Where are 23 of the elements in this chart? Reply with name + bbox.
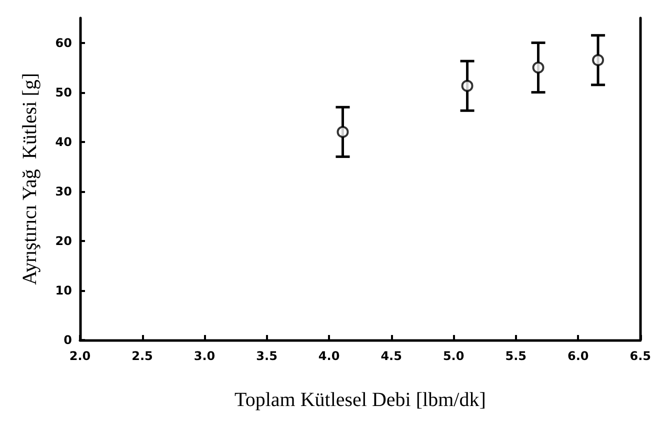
- y-tick-label: 30: [55, 184, 72, 198]
- y-axis-title: Ayrıştırıcı Yağ Kütlesi [g]: [19, 72, 41, 286]
- x-tick-label: 6.0: [567, 349, 589, 363]
- point: [532, 62, 544, 74]
- y-tick-label: 0: [64, 333, 72, 347]
- y-tick-label: 60: [55, 36, 72, 50]
- x-tick-label: 2.5: [132, 349, 153, 363]
- x-tick-label: 2.0: [69, 349, 91, 363]
- y-tick-label: 50: [55, 85, 72, 100]
- x-tick-label: 4.0: [318, 349, 340, 363]
- y-tick-label: 40: [55, 134, 72, 149]
- x-tick-label: 3.0: [194, 349, 216, 363]
- point: [592, 54, 604, 66]
- x-tick-label: 4.5: [380, 349, 402, 363]
- x-tick-label: 5.0: [442, 349, 464, 363]
- x-tick-label: 3.5: [256, 349, 278, 363]
- x-tick-label: 6.5: [630, 349, 652, 363]
- y-tick-label: 10: [55, 283, 72, 298]
- point: [461, 80, 474, 92]
- point: [336, 126, 349, 138]
- y-tick-label: 20: [55, 234, 72, 248]
- x-tick-label: 5.5: [505, 349, 526, 363]
- x-axis-title: Toplam Kütlesel Debi [lbm/dk]: [234, 389, 486, 411]
